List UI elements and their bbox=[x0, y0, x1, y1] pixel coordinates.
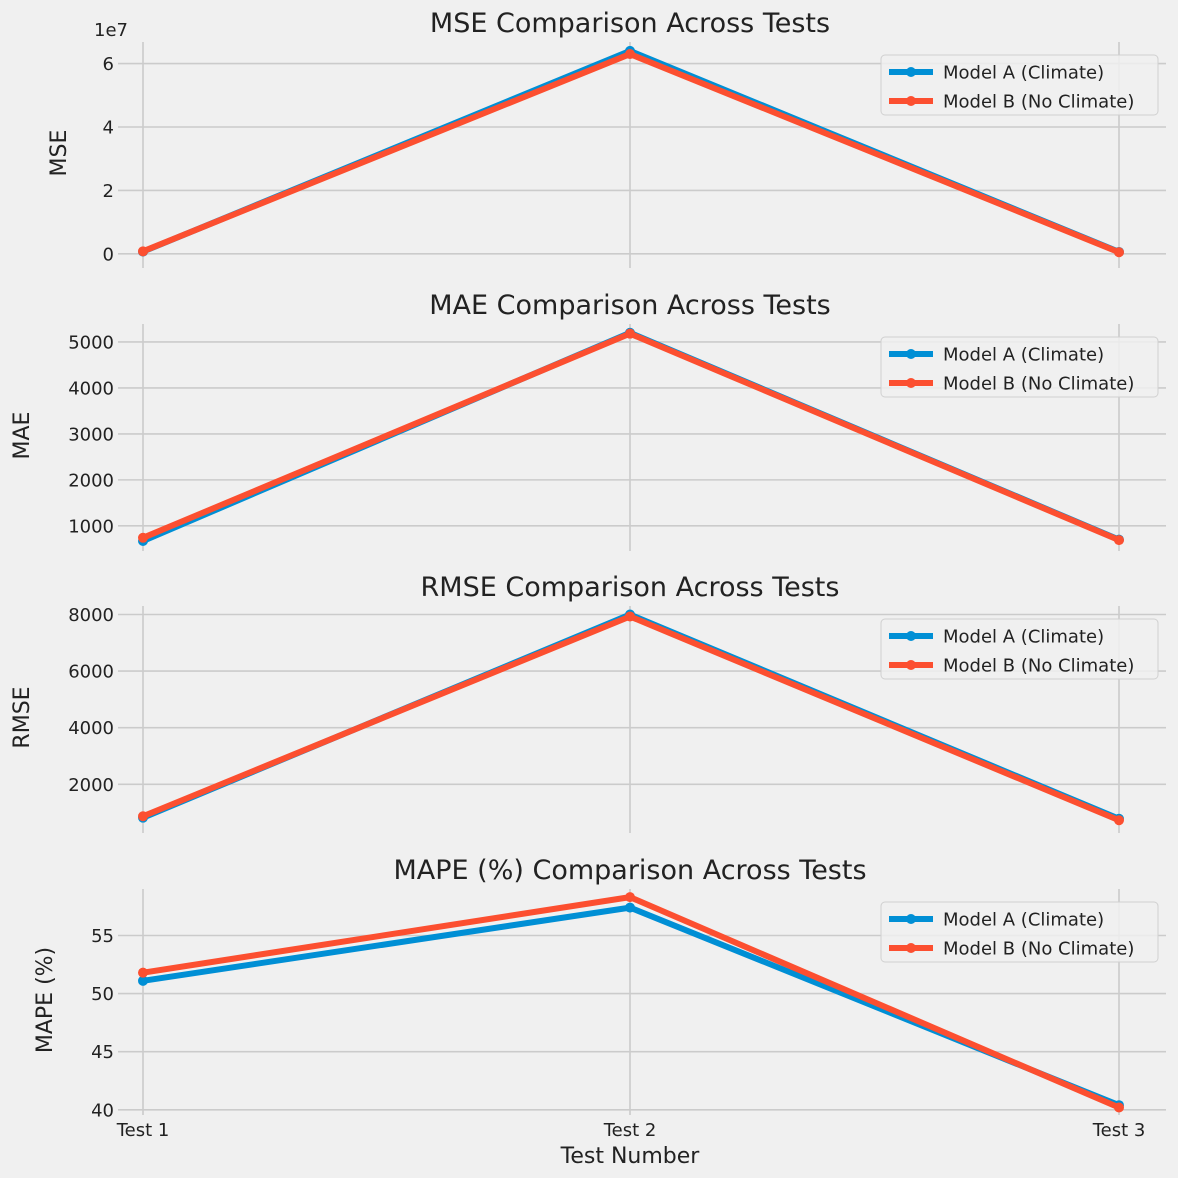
legend-label: Model A (Climate) bbox=[943, 345, 1104, 366]
data-point bbox=[138, 532, 148, 543]
y-tick-label: 45 bbox=[91, 1042, 114, 1063]
chart-title: MSE Comparison Across Tests bbox=[430, 8, 830, 39]
data-point bbox=[138, 246, 148, 257]
legend-label: Model B (No Climate) bbox=[943, 656, 1134, 677]
legend-marker bbox=[906, 67, 916, 77]
y-tick-label: 5000 bbox=[68, 332, 114, 353]
y-tick-label: 1000 bbox=[68, 516, 114, 537]
y-axis-label: RMSE bbox=[10, 686, 35, 748]
chart-title: MAPE (%) Comparison Across Tests bbox=[393, 855, 866, 886]
y-tick-label: 50 bbox=[91, 984, 114, 1005]
chart-title: MAE Comparison Across Tests bbox=[429, 290, 830, 321]
y-tick-label: 2000 bbox=[68, 470, 114, 491]
data-point bbox=[625, 611, 635, 622]
legend-marker bbox=[906, 349, 916, 359]
y-tick-label: 0 bbox=[103, 244, 114, 265]
data-point bbox=[625, 892, 635, 903]
legend-box bbox=[880, 54, 1159, 116]
subplot-2: 1000 2000 3000 4000 5000 MAE Comparison Acros… bbox=[10, 290, 1166, 551]
data-point bbox=[138, 975, 148, 986]
legend: Model A (Climate) Model B (No Climate) bbox=[880, 336, 1159, 398]
legend: Model A (Climate) Model B (No Climate) bbox=[880, 618, 1159, 680]
data-point bbox=[138, 967, 148, 978]
y-tick-label: 6000 bbox=[68, 662, 114, 683]
legend-marker bbox=[906, 378, 916, 388]
legend: Model A (Climate) Model B (No Climate) bbox=[880, 901, 1159, 963]
x-tick-label: Test 3 bbox=[1092, 1120, 1146, 1141]
y-axis-label: MAE bbox=[10, 412, 35, 460]
y-offset-label: 1e7 bbox=[94, 20, 128, 41]
y-tick-label: 40 bbox=[91, 1100, 114, 1121]
chart-title: RMSE Comparison Across Tests bbox=[421, 572, 840, 603]
legend-marker bbox=[906, 660, 916, 670]
data-point bbox=[1114, 535, 1124, 546]
y-tick-label: 2000 bbox=[68, 775, 114, 796]
legend-marker bbox=[906, 631, 916, 641]
data-point bbox=[1114, 247, 1124, 258]
y-tick-label: 2 bbox=[103, 181, 114, 202]
subplot-4: 40 45 50 55 MAPE (%) Comparison Across Tests… bbox=[33, 855, 1166, 1169]
y-tick-label: 55 bbox=[91, 926, 114, 947]
data-point bbox=[625, 49, 635, 60]
y-tick-label: 8000 bbox=[68, 605, 114, 626]
data-point bbox=[625, 902, 635, 913]
legend-label: Model B (No Climate) bbox=[943, 374, 1134, 395]
legend-marker bbox=[906, 96, 916, 106]
legend: Model A (Climate) Model B (No Climate) bbox=[880, 54, 1159, 116]
y-axis-label: MSE bbox=[47, 130, 72, 177]
legend-marker bbox=[906, 914, 916, 924]
legend-label: Model A (Climate) bbox=[943, 627, 1104, 648]
legend-marker bbox=[906, 943, 916, 953]
legend-label: Model B (No Climate) bbox=[943, 92, 1134, 113]
y-tick-label: 4000 bbox=[68, 378, 114, 399]
x-tick-label: Test 1 bbox=[116, 1120, 170, 1141]
y-tick-label: 6 bbox=[103, 54, 114, 75]
legend-label: Model B (No Climate) bbox=[943, 939, 1134, 960]
legend-label: Model A (Climate) bbox=[943, 63, 1104, 84]
legend-box bbox=[880, 618, 1159, 680]
data-point bbox=[1114, 1102, 1124, 1113]
y-tick-label: 4 bbox=[103, 117, 114, 138]
legend-box bbox=[880, 336, 1159, 398]
data-point bbox=[625, 328, 635, 339]
y-tick-label: 3000 bbox=[68, 424, 114, 445]
x-tick-label: Test 2 bbox=[603, 1120, 657, 1141]
subplot-1: 0 2 4 6 MSE Comparison Across Tests MSE 1e7 Mod… bbox=[47, 8, 1166, 268]
x-axis-label: Test Number bbox=[560, 1144, 701, 1169]
legend-label: Model A (Climate) bbox=[943, 910, 1104, 931]
legend-box bbox=[880, 901, 1159, 963]
subplot-3: 2000 4000 6000 8000 RMSE Comparison Across T… bbox=[10, 572, 1166, 833]
y-axis-label: MAPE (%) bbox=[33, 947, 58, 1053]
data-point bbox=[138, 811, 148, 822]
data-point bbox=[1114, 815, 1124, 826]
y-tick-label: 4000 bbox=[68, 718, 114, 739]
